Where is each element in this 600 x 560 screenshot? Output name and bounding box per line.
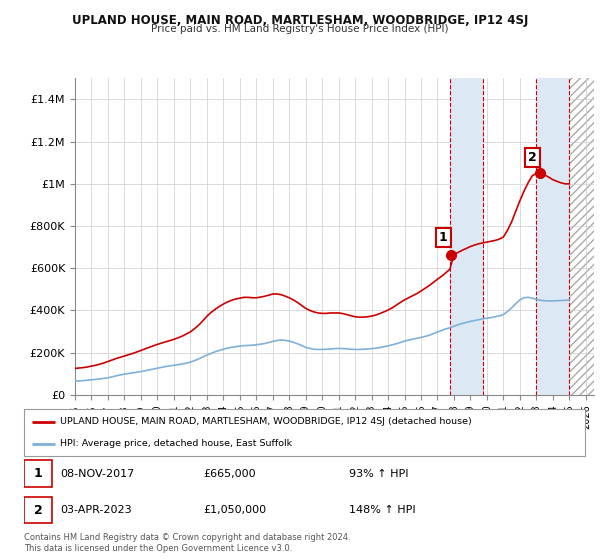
Text: £665,000: £665,000 xyxy=(203,469,256,479)
Text: UPLAND HOUSE, MAIN ROAD, MARTLESHAM, WOODBRIDGE, IP12 4SJ: UPLAND HOUSE, MAIN ROAD, MARTLESHAM, WOO… xyxy=(72,14,528,27)
Text: UPLAND HOUSE, MAIN ROAD, MARTLESHAM, WOODBRIDGE, IP12 4SJ (detached house): UPLAND HOUSE, MAIN ROAD, MARTLESHAM, WOO… xyxy=(61,417,472,426)
Text: 2: 2 xyxy=(528,151,536,164)
Text: Contains HM Land Registry data © Crown copyright and database right 2024.
This d: Contains HM Land Registry data © Crown c… xyxy=(24,533,350,553)
Text: 148% ↑ HPI: 148% ↑ HPI xyxy=(349,505,416,515)
Text: £1,050,000: £1,050,000 xyxy=(203,505,266,515)
FancyBboxPatch shape xyxy=(24,409,585,456)
Text: 08-NOV-2017: 08-NOV-2017 xyxy=(61,469,135,479)
Bar xyxy=(536,78,569,395)
Bar xyxy=(450,78,483,395)
Text: Price paid vs. HM Land Registry's House Price Index (HPI): Price paid vs. HM Land Registry's House … xyxy=(151,24,449,34)
Text: 93% ↑ HPI: 93% ↑ HPI xyxy=(349,469,409,479)
Text: 03-APR-2023: 03-APR-2023 xyxy=(61,505,132,515)
Text: 1: 1 xyxy=(439,231,448,244)
Bar xyxy=(24,460,52,487)
Bar xyxy=(569,78,594,395)
Text: 2: 2 xyxy=(34,503,43,516)
Text: 1: 1 xyxy=(34,467,43,480)
Bar xyxy=(24,497,52,523)
Text: HPI: Average price, detached house, East Suffolk: HPI: Average price, detached house, East… xyxy=(61,439,293,448)
